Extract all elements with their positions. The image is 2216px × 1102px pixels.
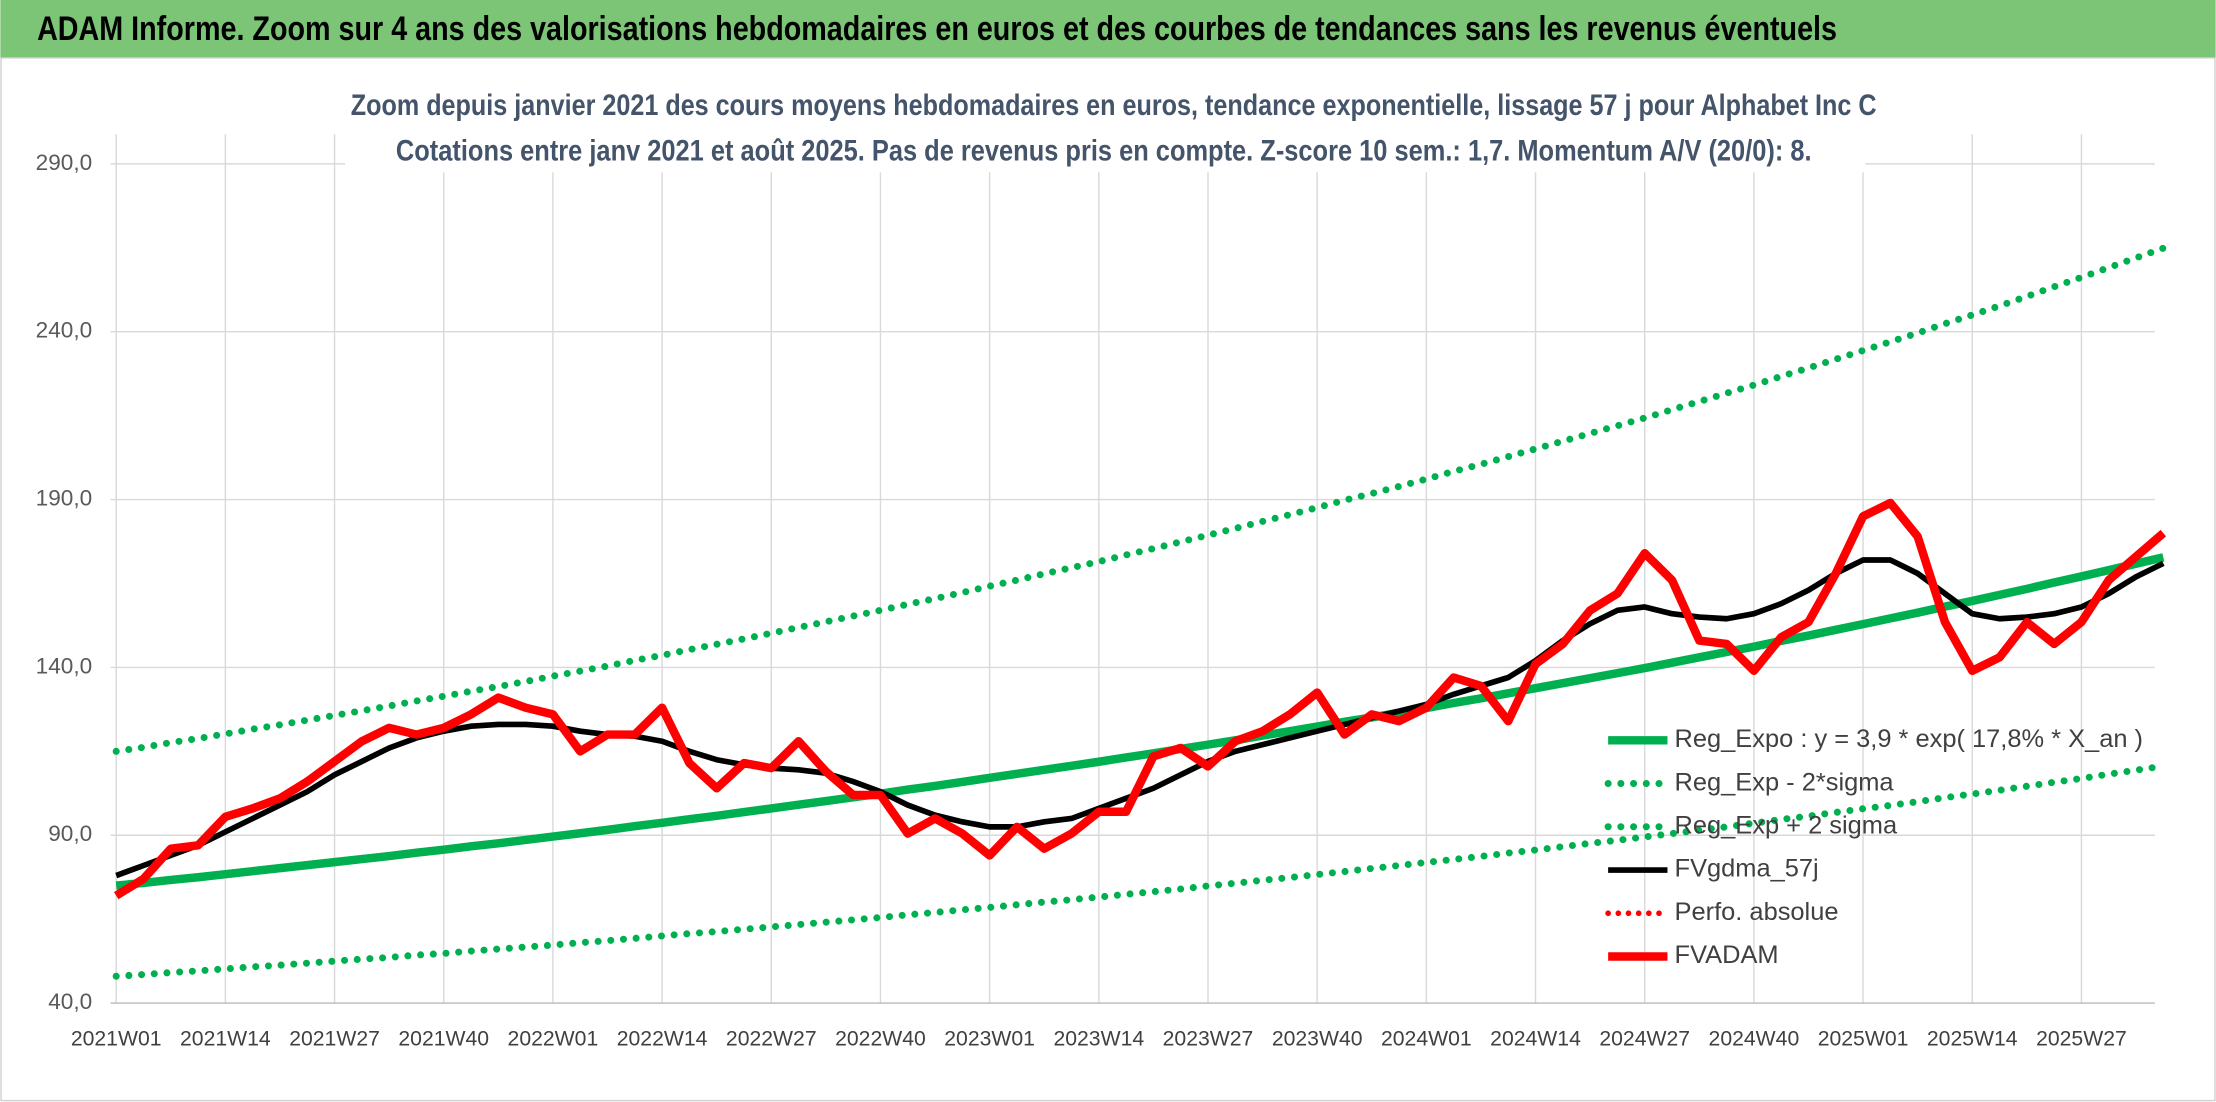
legend-label: Reg_Exp - 2*sigma bbox=[1675, 768, 1895, 796]
x-tick-label: 2024W40 bbox=[1709, 1027, 1800, 1050]
y-tick-label: 40,0 bbox=[48, 989, 92, 1014]
x-tick-label: 2025W14 bbox=[1927, 1027, 2018, 1050]
title-backdrop bbox=[345, 87, 1866, 173]
series-line bbox=[113, 498, 2167, 900]
x-tick-label: 2022W40 bbox=[835, 1027, 926, 1050]
x-tick-label: 2024W27 bbox=[1599, 1027, 1690, 1050]
x-tick-label: 2021W14 bbox=[180, 1027, 271, 1050]
series-line bbox=[112, 762, 2167, 980]
x-tick-label: 2022W14 bbox=[617, 1027, 708, 1050]
x-tick-label: 2023W40 bbox=[1272, 1027, 1363, 1050]
series-line bbox=[112, 244, 2167, 755]
plot-area: 40,0 90,0 140,0 190,0 240,0 290,0 2021W01 2021W… bbox=[36, 134, 2167, 1050]
x-tick-label: 2025W27 bbox=[2036, 1027, 2127, 1050]
legend-label: FVADAM bbox=[1675, 941, 1779, 969]
x-tick-label: 2021W40 bbox=[398, 1027, 489, 1050]
y-tick-label: 290,0 bbox=[36, 150, 93, 175]
x-tick-label: 2024W01 bbox=[1381, 1027, 1472, 1050]
x-tick-label: 2023W01 bbox=[944, 1027, 1035, 1050]
legend-label: Perfo. absolue bbox=[1675, 898, 1839, 926]
x-tick-label: 2022W27 bbox=[726, 1027, 817, 1050]
y-tick-label: 90,0 bbox=[48, 821, 92, 846]
legend-label: FVgdma_57j bbox=[1675, 855, 1819, 883]
chart-frame bbox=[0, 57, 2216, 1102]
x-tick-label: 2024W14 bbox=[1490, 1027, 1581, 1050]
legend-label: Reg_Expo : y = 3,9 * exp( 17,8% * X_an ) bbox=[1675, 725, 2143, 753]
x-tick-label: 2021W01 bbox=[71, 1027, 162, 1050]
legend: Reg_Expo : y = 3,9 * exp( 17,8% * X_an )… bbox=[1604, 725, 2143, 969]
page-title: ADAM Informe. Zoom sur 4 ans des valoris… bbox=[37, 10, 1837, 48]
x-tick-label: 2023W14 bbox=[1053, 1027, 1144, 1050]
legend-label: Reg_Exp + 2 sigma bbox=[1675, 812, 1898, 840]
chart-title: Zoom depuis janvier 2021 des cours moyen… bbox=[351, 89, 1877, 122]
header-band bbox=[0, 0, 2216, 58]
y-tick-label: 240,0 bbox=[36, 318, 93, 343]
chart-subtitle: Cotations entre janv 2021 et août 2025. … bbox=[396, 134, 1812, 167]
x-tick-label: 2025W01 bbox=[1818, 1027, 1909, 1050]
x-tick-label: 2021W27 bbox=[289, 1027, 380, 1050]
x-tick-label: 2023W27 bbox=[1163, 1027, 1254, 1050]
y-tick-label: 190,0 bbox=[36, 486, 93, 511]
y-tick-label: 140,0 bbox=[36, 653, 93, 678]
x-tick-label: 2022W01 bbox=[508, 1027, 599, 1050]
series-line bbox=[115, 553, 2165, 890]
